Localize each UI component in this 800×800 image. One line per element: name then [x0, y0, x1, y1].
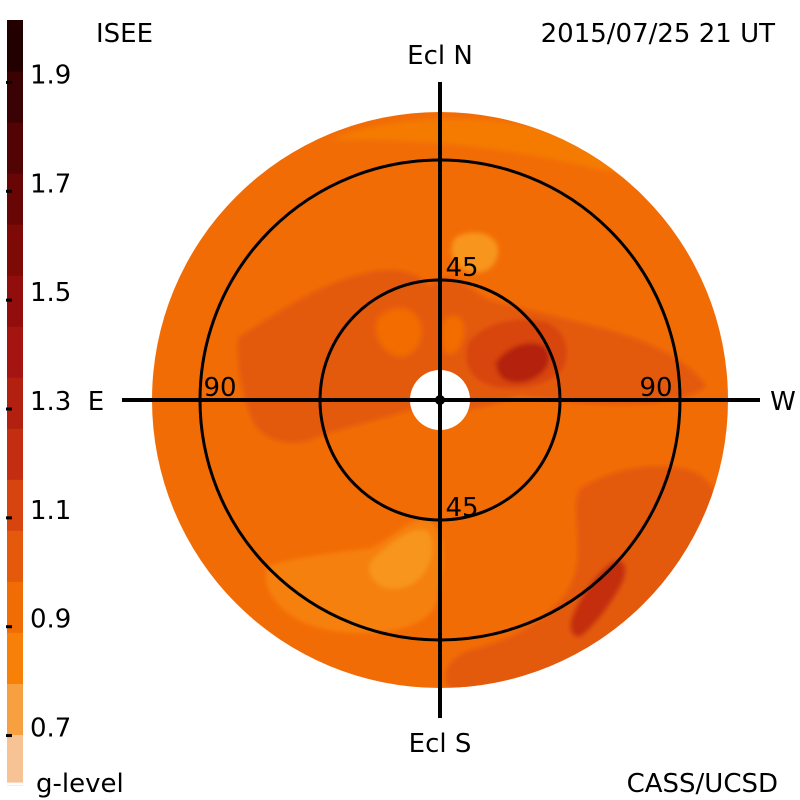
- colorbar-band: [7, 581, 23, 633]
- patch-light-center-north-2: [441, 315, 465, 355]
- colorbar-band: [7, 122, 23, 174]
- colorbar-band: [7, 428, 23, 480]
- colorbar: [7, 20, 23, 787]
- colorbar-band: [7, 734, 23, 783]
- colorbar-band: [7, 683, 23, 735]
- colorbar-band: [7, 530, 23, 582]
- patch-dark-streak-southeast: [570, 560, 626, 637]
- colorbar-band: [7, 479, 23, 531]
- colorbar-tick-label: 1.9: [30, 60, 71, 90]
- patch-lighter-south: [369, 529, 433, 589]
- org-label: ISEE: [96, 19, 153, 49]
- sun-center-dot: [435, 395, 445, 405]
- direction-south-label: Ecl S: [409, 729, 472, 759]
- patch-light-center-north: [376, 307, 422, 357]
- colorbar-band: [7, 275, 23, 327]
- direction-east-label: E: [88, 387, 104, 417]
- colorbar-band: [7, 632, 23, 684]
- colorbar-title: g-level: [36, 769, 124, 799]
- colorbar-tick-label: 1.7: [30, 169, 71, 199]
- colorbar-band: [7, 224, 23, 276]
- sky-map-disk: [122, 82, 760, 718]
- patch-darkest-ne: [496, 343, 550, 383]
- patch-light-north: [451, 232, 499, 273]
- ring-90-label-left: 90: [203, 373, 236, 403]
- colorbar-band: [7, 326, 23, 378]
- colorbar-band: [7, 20, 23, 72]
- direction-west-label: W: [770, 387, 796, 417]
- colorbar-ticks: 1.9 1.7 1.5 1.3 1.1 0.9 0.7: [6, 60, 71, 744]
- direction-north-label: Ecl N: [407, 41, 473, 71]
- colorbar-tick-label: 1.1: [30, 496, 71, 526]
- credit-label: CASS/UCSD: [627, 769, 778, 799]
- timestamp-label: 2015/07/25 21 UT: [541, 19, 775, 49]
- ring-45-label-bottom: 45: [445, 493, 478, 523]
- ring-45-label-top: 45: [445, 253, 478, 283]
- ring-90-label-right: 90: [639, 373, 672, 403]
- colorbar-tick-label: 1.5: [30, 278, 71, 308]
- colorbar-band: [7, 785, 23, 787]
- colorbar-band: [7, 173, 23, 225]
- colorbar-band: [7, 377, 23, 429]
- colorbar-tick-label: 1.3: [30, 387, 71, 417]
- colorbar-tick-label: 0.9: [30, 605, 71, 635]
- colorbar-band: [7, 71, 23, 123]
- colorbar-tick-label: 0.7: [30, 714, 71, 744]
